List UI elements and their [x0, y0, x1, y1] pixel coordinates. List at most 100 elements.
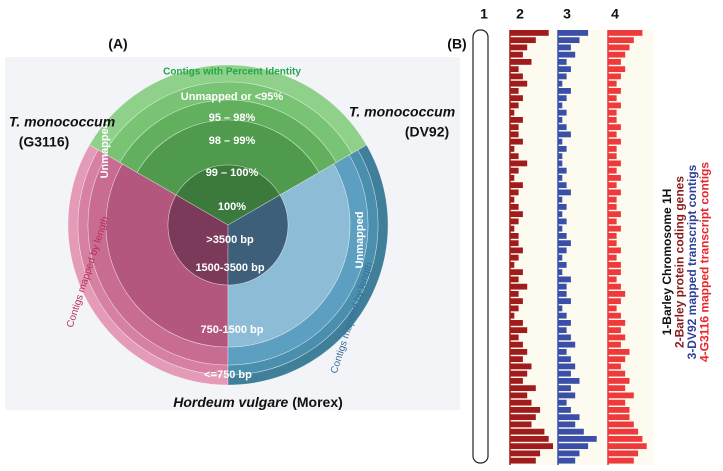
bar [558, 124, 567, 131]
accession-label: (G3116) [19, 134, 70, 150]
bar [608, 189, 621, 196]
ring-label: 100% [218, 201, 246, 213]
bar [558, 146, 567, 152]
column-label: 1 [480, 6, 488, 22]
bar [510, 211, 523, 218]
bar [558, 312, 567, 319]
bar [608, 51, 626, 58]
bar [608, 95, 617, 102]
bar [608, 204, 617, 210]
bar [558, 305, 563, 312]
bar [608, 436, 643, 442]
bar [608, 392, 634, 399]
bar [510, 334, 519, 341]
bar [558, 298, 571, 305]
bar [558, 218, 567, 225]
unmapped-label: Unmapped [354, 212, 366, 269]
bar [558, 283, 567, 290]
bar [510, 218, 519, 225]
bar [558, 385, 571, 392]
bar [510, 131, 519, 138]
bar [510, 399, 532, 406]
bar [608, 312, 621, 319]
bar [558, 95, 567, 102]
bar [608, 363, 621, 370]
panel-label: (A) [108, 36, 127, 52]
bar [510, 247, 523, 254]
species-label: T. monococcum [349, 104, 455, 120]
bar [608, 428, 639, 435]
bar [608, 450, 639, 457]
bar [608, 88, 621, 94]
bar [558, 407, 571, 413]
bar [558, 131, 571, 138]
bar [558, 117, 563, 123]
bar [608, 73, 621, 80]
bar [608, 182, 617, 189]
legend-entry: 2-Barley protein coding genes [673, 176, 687, 348]
bar [608, 175, 621, 181]
bar [510, 392, 528, 399]
bar [558, 276, 571, 283]
bar [608, 341, 621, 348]
tracks [508, 30, 654, 465]
ring-label: <=750 bp [204, 369, 252, 381]
bar [558, 378, 580, 384]
bar [510, 269, 523, 276]
bar [608, 138, 621, 145]
bar [510, 283, 528, 290]
bar [558, 254, 563, 261]
legend-entry: 4-G3116 mapped transcript contigs [698, 162, 712, 362]
bar [558, 88, 571, 94]
bar [510, 378, 523, 384]
bar [558, 269, 563, 276]
bar [608, 291, 626, 297]
species-label: Hordeum vulgare (Morex) [173, 394, 343, 410]
species-name: Hordeum vulgare [173, 394, 288, 410]
bar [510, 370, 528, 377]
ring-label: 1500-3500 bp [195, 262, 264, 274]
bar [608, 44, 630, 51]
bar [558, 450, 580, 457]
bar [558, 370, 571, 377]
bar [510, 298, 523, 305]
bar [558, 428, 584, 435]
chromosome [472, 29, 489, 464]
bar [510, 233, 519, 239]
bar [608, 37, 634, 44]
bar [558, 44, 571, 51]
bar [608, 421, 634, 428]
bar [558, 363, 576, 370]
bar [558, 175, 563, 181]
bar [558, 73, 567, 80]
bar [608, 30, 643, 36]
bar [608, 160, 621, 167]
bar [510, 175, 515, 181]
ring-label: 750-1500 bp [201, 324, 264, 336]
bar [608, 146, 617, 152]
bar [608, 407, 630, 413]
bar [608, 59, 621, 65]
bar [558, 247, 567, 254]
bar [510, 291, 519, 297]
bar [510, 167, 519, 174]
bar [510, 421, 532, 428]
legend-entry: 3-DV92 mapped transcript contigs [685, 164, 699, 359]
bar [510, 385, 536, 392]
bar [608, 66, 626, 73]
bar [558, 138, 563, 145]
bar [510, 254, 519, 261]
bar [608, 124, 621, 131]
bar [558, 80, 563, 87]
bar [608, 283, 621, 290]
bar [510, 457, 536, 464]
bar [558, 327, 567, 334]
bar [608, 269, 621, 276]
bar [558, 457, 576, 464]
bar [558, 341, 576, 348]
bar [608, 196, 617, 203]
bar [510, 312, 515, 319]
bar [608, 457, 634, 464]
bar [558, 160, 563, 167]
